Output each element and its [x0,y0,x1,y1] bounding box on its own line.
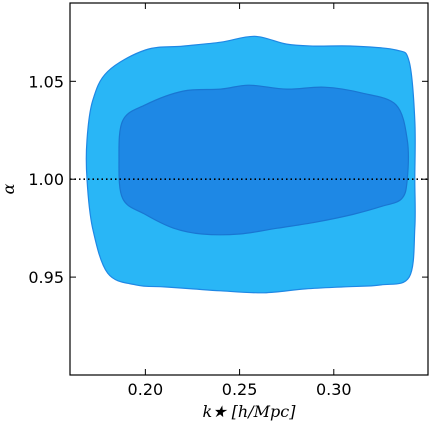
y-axis-label: α [0,183,18,194]
x-tick-label: 0.25 [222,380,258,399]
tick-layer: 0.20 0.25 0.30 0.95 1.00 1.05 [28,3,428,399]
x-tick-label: 0.20 [128,380,164,399]
plot-frame [69,2,429,376]
y-tick-label: 0.95 [28,268,64,287]
y-tick-label: 1.05 [28,72,64,91]
plot-layer [70,35,428,294]
x-tick-label: 0.30 [316,380,352,399]
y-tick-label: 1.00 [28,170,64,189]
contour-inner [118,84,409,236]
x-axis-label: k★ [h/Mpc] [203,402,297,421]
